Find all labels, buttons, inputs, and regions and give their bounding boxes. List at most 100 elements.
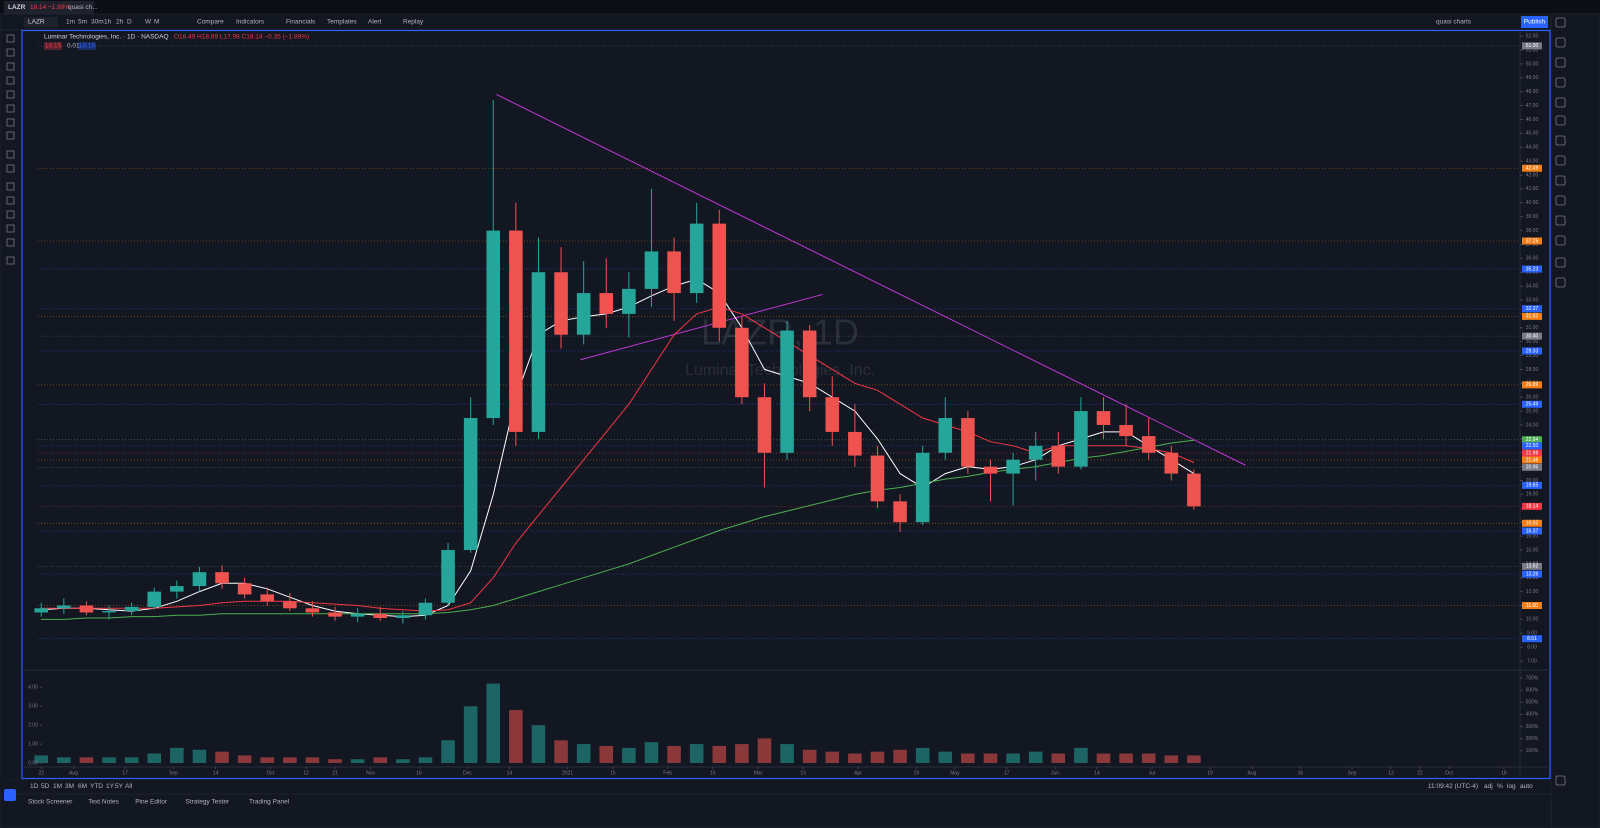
range-button[interactable]: 1Y bbox=[106, 783, 115, 790]
range-button[interactable]: 3M bbox=[65, 783, 74, 790]
interval[interactable]: 5m bbox=[78, 19, 87, 26]
candle-body bbox=[802, 330, 817, 398]
y-tick-label: 51.00 bbox=[1526, 47, 1539, 53]
sidebar-icon[interactable] bbox=[1555, 77, 1566, 88]
tool-icon[interactable] bbox=[6, 62, 15, 71]
sidebar-icon[interactable] bbox=[1555, 17, 1566, 28]
volume-bar bbox=[554, 740, 568, 763]
volume-bar bbox=[983, 753, 998, 763]
volume-bar bbox=[215, 751, 229, 763]
toolbar-button[interactable]: Indicators bbox=[236, 19, 265, 26]
scale-button[interactable]: adj bbox=[1484, 783, 1493, 790]
interval[interactable]: M bbox=[154, 19, 159, 26]
tool-icon[interactable] bbox=[6, 150, 15, 159]
tool-icon[interactable] bbox=[6, 34, 15, 43]
tool-icon[interactable] bbox=[6, 224, 15, 233]
price-label-box bbox=[1522, 519, 1542, 527]
tool-icon[interactable] bbox=[6, 76, 15, 85]
sidebar-icon[interactable] bbox=[1555, 57, 1566, 68]
volume-bar bbox=[79, 757, 94, 763]
sidebar-icon[interactable] bbox=[1555, 37, 1566, 48]
sidebar-icon[interactable] bbox=[1555, 175, 1566, 186]
toolbar-button[interactable]: Alert bbox=[368, 19, 382, 26]
tool-icon[interactable] bbox=[6, 164, 15, 173]
interval[interactable]: W bbox=[145, 19, 152, 26]
x-tick-label: 17 bbox=[1004, 770, 1010, 776]
sidebar-icon[interactable] bbox=[1555, 235, 1566, 246]
tool-icon[interactable] bbox=[6, 48, 15, 57]
sidebar-icon[interactable] bbox=[1555, 97, 1566, 108]
candle-body bbox=[237, 583, 252, 595]
range-button[interactable]: 1D bbox=[30, 783, 39, 790]
interval[interactable]: 1h bbox=[104, 19, 112, 26]
scale-button[interactable]: auto bbox=[1520, 783, 1533, 790]
y-tick-label: 16.00 bbox=[1526, 533, 1539, 539]
price-label-box bbox=[1522, 481, 1542, 489]
volume-bar bbox=[396, 759, 410, 763]
y-tick-label: 47.00 bbox=[1526, 103, 1539, 109]
tab[interactable] bbox=[4, 1, 94, 14]
y-tick-label: 49.00 bbox=[1526, 75, 1539, 81]
publish-button[interactable] bbox=[1521, 16, 1548, 28]
panel-tab[interactable]: Trading Panel bbox=[249, 799, 290, 806]
y-tick-label: 24.00 bbox=[1526, 422, 1539, 428]
tool-icon[interactable] bbox=[6, 182, 15, 191]
volume-bar bbox=[961, 753, 975, 763]
tool-icon[interactable] bbox=[6, 196, 15, 205]
sidebar-icon[interactable] bbox=[1555, 115, 1566, 126]
tool-icon[interactable] bbox=[6, 90, 15, 99]
sidebar-icon[interactable] bbox=[1555, 135, 1566, 146]
tool-icon[interactable] bbox=[6, 238, 15, 247]
volume-bar bbox=[622, 747, 636, 763]
sidebar-icon[interactable] bbox=[1555, 277, 1566, 288]
interval[interactable]: D bbox=[127, 19, 132, 26]
y-tick-label: 10.00 bbox=[1526, 617, 1539, 623]
range-button[interactable]: All bbox=[125, 783, 133, 790]
tool-icon[interactable] bbox=[6, 104, 15, 113]
range-button[interactable]: 5Y bbox=[115, 783, 124, 790]
interval[interactable]: 2h bbox=[116, 19, 124, 26]
symbol-box[interactable] bbox=[24, 17, 58, 27]
tool-icon[interactable] bbox=[6, 118, 15, 127]
candle-body bbox=[328, 612, 342, 617]
scale-button[interactable]: log bbox=[1507, 783, 1516, 790]
interval[interactable]: 1m bbox=[66, 19, 75, 26]
interval[interactable]: 30m bbox=[91, 19, 104, 26]
range-button[interactable]: 1M bbox=[53, 783, 62, 790]
sidebar-icon[interactable] bbox=[1555, 195, 1566, 206]
panel-tab[interactable]: Strategy Tester bbox=[186, 799, 230, 806]
y-tick-label: 36.00 bbox=[1526, 256, 1539, 262]
layout-name[interactable]: quasi charts bbox=[1436, 19, 1472, 26]
bottom-logo[interactable] bbox=[4, 789, 16, 801]
candle-body bbox=[531, 272, 546, 432]
candle-body bbox=[712, 223, 727, 328]
toolbar-button[interactable]: Replay bbox=[403, 19, 424, 26]
volume-bar bbox=[1187, 755, 1201, 763]
panel-tab[interactable]: Text Notes bbox=[88, 799, 119, 806]
sidebar-icon[interactable] bbox=[1555, 215, 1566, 226]
panel-tab[interactable]: Pine Editor bbox=[135, 799, 168, 806]
tool-icon[interactable] bbox=[6, 210, 15, 219]
sidebar-icon[interactable] bbox=[1555, 775, 1566, 786]
range-button[interactable]: 6M bbox=[78, 783, 87, 790]
candle-body bbox=[34, 608, 49, 613]
sidebar-icon[interactable] bbox=[1555, 155, 1566, 166]
moving-average bbox=[41, 439, 1194, 620]
range-button[interactable]: YTD bbox=[90, 783, 103, 790]
toolbar-button[interactable]: Financials bbox=[286, 19, 316, 26]
candle-body bbox=[192, 572, 207, 587]
x-tick-label: 15 bbox=[610, 770, 616, 776]
tool-icon[interactable] bbox=[6, 131, 15, 140]
toolbar-button[interactable]: Templates bbox=[327, 19, 357, 26]
range-button[interactable]: 5D bbox=[41, 783, 50, 790]
price-label: 32.37 bbox=[1526, 306, 1539, 312]
sidebar-icon[interactable] bbox=[1555, 257, 1566, 268]
panel-tab[interactable]: Stock Screener bbox=[28, 799, 73, 806]
toolbar-button[interactable]: Compare bbox=[197, 19, 224, 26]
candle-body bbox=[1164, 452, 1179, 474]
candle-body bbox=[350, 613, 365, 617]
scale-button[interactable]: % bbox=[1497, 783, 1503, 790]
x-tick-label: 16 bbox=[416, 770, 422, 776]
tool-icon[interactable] bbox=[6, 256, 15, 265]
price-label-box bbox=[1522, 602, 1542, 610]
